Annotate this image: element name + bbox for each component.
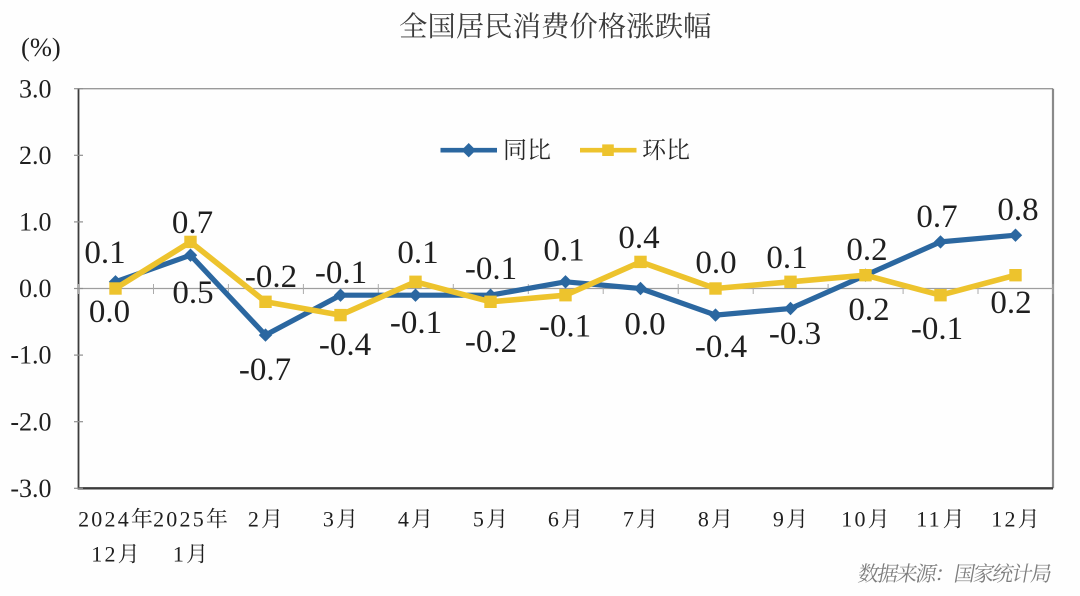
svg-text:12: 12	[991, 507, 1017, 532]
svg-text:0.0: 0.0	[19, 274, 52, 303]
svg-text:-0.1: -0.1	[390, 305, 442, 341]
svg-text:0.4: 0.4	[618, 220, 659, 256]
svg-text:3: 3	[323, 507, 336, 532]
svg-text:0.2: 0.2	[848, 292, 889, 328]
svg-text:0.1: 0.1	[766, 240, 807, 276]
svg-text:0.0: 0.0	[695, 245, 736, 281]
svg-text:6: 6	[548, 507, 561, 532]
svg-text:-0.7: -0.7	[239, 352, 291, 388]
svg-text:11: 11	[916, 507, 942, 532]
svg-text:0.1: 0.1	[543, 233, 584, 269]
svg-text:7: 7	[623, 507, 636, 532]
svg-text:0.0: 0.0	[624, 307, 665, 343]
svg-text:0.1: 0.1	[84, 235, 125, 271]
svg-text:0.2: 0.2	[846, 232, 887, 268]
svg-text:0.1: 0.1	[397, 235, 438, 271]
svg-text:-0.3: -0.3	[769, 316, 821, 352]
svg-text:0.2: 0.2	[990, 285, 1031, 321]
svg-text:2.0: 2.0	[19, 141, 52, 170]
svg-text:-1.0: -1.0	[10, 341, 51, 370]
svg-text:2025: 2025	[153, 507, 206, 532]
svg-text:0.5: 0.5	[172, 275, 213, 311]
svg-text:0.7: 0.7	[916, 199, 957, 235]
svg-text:0.7: 0.7	[172, 205, 213, 241]
svg-text:-0.2: -0.2	[245, 259, 297, 295]
svg-text:1: 1	[173, 542, 186, 567]
svg-text:2: 2	[248, 507, 261, 532]
svg-text:1.0: 1.0	[19, 208, 52, 237]
svg-text:-3.0: -3.0	[10, 474, 51, 503]
svg-text:10: 10	[841, 507, 867, 532]
svg-text:-0.2: -0.2	[465, 324, 517, 360]
svg-text:3.0: 3.0	[19, 74, 52, 103]
svg-text:-0.1: -0.1	[539, 309, 591, 345]
svg-text:0.0: 0.0	[89, 294, 130, 330]
svg-text:9: 9	[773, 507, 786, 532]
svg-text:-0.1: -0.1	[465, 251, 517, 287]
svg-text:12: 12	[91, 542, 117, 567]
svg-text:(%): (%)	[21, 32, 61, 62]
svg-text:5: 5	[473, 507, 486, 532]
svg-text:-2.0: -2.0	[10, 407, 51, 436]
svg-text:0.8: 0.8	[997, 192, 1038, 228]
svg-text:4: 4	[398, 507, 411, 532]
svg-text:-0.1: -0.1	[315, 255, 367, 291]
svg-text:8: 8	[698, 507, 711, 532]
svg-text:-0.4: -0.4	[319, 327, 371, 363]
svg-text:-0.4: -0.4	[695, 329, 747, 365]
svg-text:-0.1: -0.1	[911, 311, 963, 347]
svg-text:2024: 2024	[78, 507, 131, 532]
